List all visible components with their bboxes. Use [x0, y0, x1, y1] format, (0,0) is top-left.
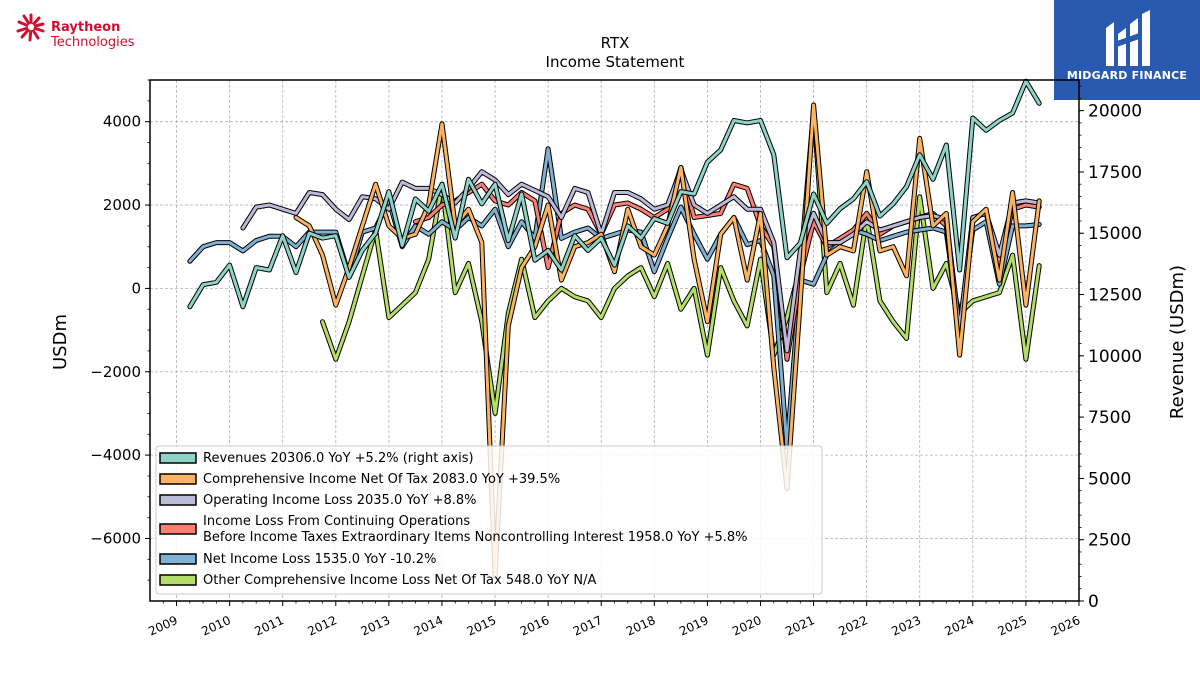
- raytheon-logo: Raytheon Technologies: [14, 10, 154, 50]
- legend-item: Income Loss From Continuing OperationsBe…: [159, 514, 748, 545]
- y-right-tick-label: 10000: [1088, 347, 1142, 367]
- x-tick-label: 2014: [412, 613, 446, 639]
- series-line: [188, 79, 1041, 309]
- series-2: [240, 167, 1042, 354]
- legend-label: Comprehensive Income Net Of Tax 2083.0 Y…: [203, 472, 560, 487]
- legend-swatch: [159, 523, 197, 535]
- legend-item: Net Income Loss 1535.0 YoY -10.2%: [159, 552, 436, 567]
- legend-label: Before Income Taxes Extraordinary Items …: [203, 530, 748, 545]
- x-tick-label: 2021: [783, 613, 817, 639]
- legend-item: Comprehensive Income Net Of Tax 2083.0 Y…: [159, 472, 560, 487]
- legend-swatch: [159, 494, 197, 506]
- legend: Revenues 20306.0 YoY +5.2% (right axis) C…: [155, 445, 823, 595]
- series-line: [188, 147, 1041, 449]
- x-tick-label: 2016: [518, 613, 552, 639]
- series-5: [320, 106, 1042, 416]
- x-tick-label: 2011: [252, 613, 286, 639]
- x-tick-label: 2022: [836, 613, 870, 639]
- legend-box: [155, 445, 823, 595]
- legend-label: Revenues 20306.0 YoY +5.2% (right axis): [203, 451, 474, 466]
- y-tick-label: 4000: [103, 113, 141, 131]
- legend-label: Income Loss From Continuing Operations: [203, 514, 470, 529]
- legend-label: Operating Income Loss 2035.0 YoY +8.8%: [203, 493, 477, 508]
- chart-title: RTX: [601, 34, 630, 52]
- y-tick-label: −2000: [90, 363, 141, 381]
- x-tick-label: 2025: [996, 613, 1030, 639]
- x-tick-label: 2026: [1049, 613, 1083, 639]
- x-tick-label: 2023: [889, 613, 923, 639]
- legend-label: Other Comprehensive Income Loss Net Of T…: [203, 573, 597, 588]
- legend-item: Operating Income Loss 2035.0 YoY +8.8%: [159, 493, 477, 508]
- legend-swatch: [159, 574, 197, 586]
- series-lines: [187, 78, 1042, 579]
- x-tick-label: 2015: [465, 613, 499, 639]
- legend-label: Net Income Loss 1535.0 YoY -10.2%: [203, 552, 436, 567]
- right-axis-label: Revenue (USDm): [1167, 265, 1188, 419]
- y-right-tick-label: 2500: [1088, 531, 1131, 551]
- series-0: [187, 78, 1042, 310]
- raytheon-logo-line2: Technologies: [51, 35, 135, 50]
- right-axis: 20000 17500 15000 12500 10000 7500 5000 2500 0: [1079, 85, 1142, 612]
- y-right-tick-label: 20000: [1088, 102, 1142, 122]
- series-4: [187, 146, 1042, 450]
- legend-item: Other Comprehensive Income Loss Net Of T…: [159, 573, 597, 588]
- legend-swatch: [159, 473, 197, 485]
- legend-item: Revenues 20306.0 YoY +5.2% (right axis): [159, 451, 474, 466]
- series-line-outline: [320, 106, 1042, 416]
- raytheon-logo-line1: Raytheon: [51, 20, 121, 35]
- series-line: [294, 103, 1041, 578]
- y-right-tick-label: 5000: [1088, 469, 1131, 489]
- midgard-emblem-icon: [1106, 10, 1150, 66]
- x-tick-label: 2017: [571, 613, 605, 639]
- chart-subtitle: Income Statement: [546, 53, 685, 71]
- x-tick-label: 2010: [199, 613, 233, 639]
- y-right-tick-label: 7500: [1088, 408, 1131, 428]
- y-tick-label: −4000: [90, 446, 141, 464]
- x-tick-label: 2019: [677, 613, 711, 639]
- y-right-tick-label: 17500: [1088, 163, 1142, 183]
- series-1: [293, 102, 1042, 579]
- y-tick-label: 0: [131, 279, 141, 297]
- legend-swatch: [159, 452, 197, 464]
- y-right-tick-label: 0: [1088, 592, 1099, 612]
- x-axis: 2009 2010 2011 2012 2013 2014 2015 2016 2017 2018…: [146, 601, 1082, 639]
- x-tick-label: 2018: [624, 613, 658, 639]
- x-tick-label: 2012: [305, 613, 339, 639]
- series-line: [241, 168, 1041, 353]
- x-tick-label: 2024: [942, 613, 976, 639]
- x-tick-label: 2013: [359, 613, 393, 639]
- midgard-finance-text: MIDGARD FINANCE: [1066, 69, 1188, 82]
- legend-swatch: [159, 553, 197, 565]
- raytheon-starburst-icon: [16, 13, 45, 42]
- left-axis-label: USDm: [50, 314, 71, 370]
- y-right-tick-label: 15000: [1088, 224, 1142, 244]
- midgard-finance-logo: MIDGARD FINANCE: [1054, 0, 1200, 100]
- x-tick-label: 2020: [730, 613, 764, 639]
- y-tick-label: 2000: [103, 196, 141, 214]
- x-tick-label: 2009: [146, 613, 180, 639]
- y-right-tick-label: 12500: [1088, 286, 1142, 306]
- left-axis: 4000 2000 0 −2000 −4000 −6000: [90, 79, 150, 581]
- y-tick-label: −6000: [90, 529, 141, 547]
